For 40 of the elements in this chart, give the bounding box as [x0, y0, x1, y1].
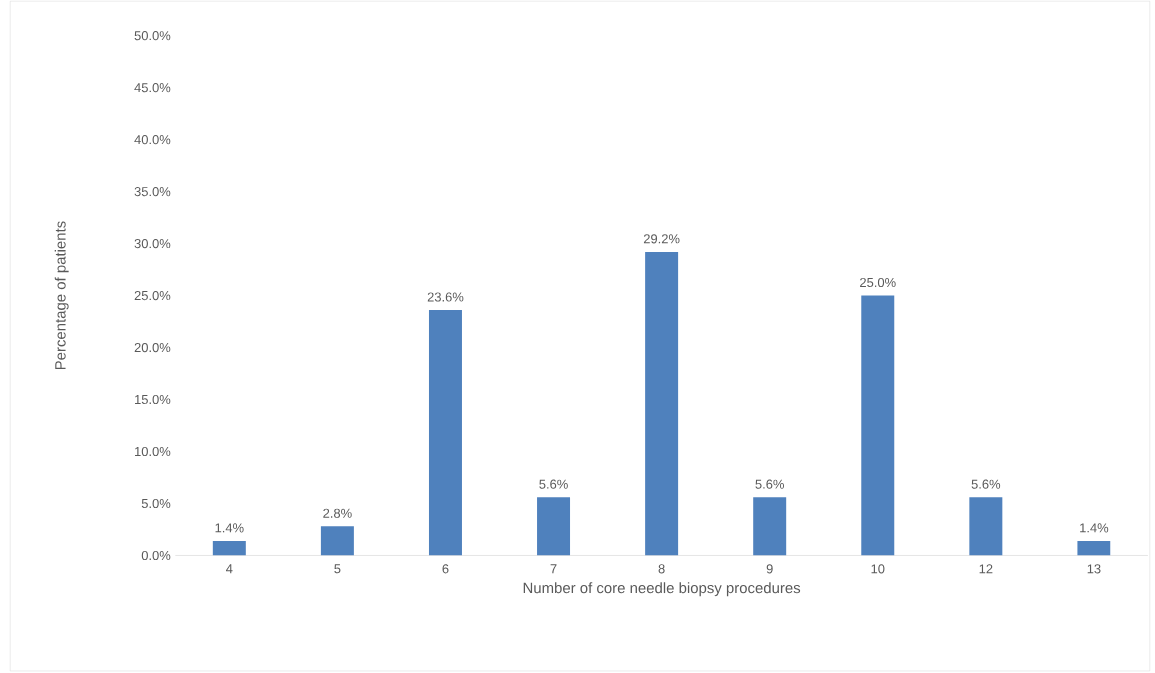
- bar: [1077, 540, 1111, 556]
- y-tick-label: 30.0%: [134, 238, 171, 249]
- y-tick-label: 10.0%: [135, 446, 171, 457]
- data-label: 1.4%: [1080, 523, 1109, 533]
- bar: [861, 295, 895, 556]
- bar: [428, 310, 462, 556]
- bar: [320, 526, 354, 556]
- y-tick-label: 20.0%: [134, 342, 171, 353]
- x-axis-title: Number of core needle biopsy procedures: [523, 582, 801, 597]
- bar: [537, 497, 571, 556]
- y-tick-label: 40.0%: [134, 134, 171, 145]
- y-tick-label: 50.0%: [134, 30, 171, 41]
- y-tick-label: 25.0%: [134, 290, 171, 301]
- y-axis-title: Percentage of patients: [54, 221, 69, 370]
- y-tick-label: 45.0%: [134, 82, 171, 93]
- y-tick-label: 0.0%: [141, 550, 171, 560]
- x-tick-label: 10: [871, 564, 885, 574]
- data-label: 5.6%: [971, 479, 1001, 489]
- data-label: 1.4%: [215, 523, 244, 533]
- bar: [645, 251, 679, 556]
- data-label: 23.6%: [427, 292, 464, 302]
- x-tick-label: 7: [550, 564, 557, 574]
- y-tick-label: 5.0%: [141, 498, 171, 508]
- bar: [212, 540, 246, 556]
- data-label: 2.8%: [323, 508, 352, 518]
- x-tick-label: 9: [766, 564, 773, 574]
- x-tick-label: 12: [979, 564, 993, 574]
- data-label: 29.2%: [643, 234, 680, 244]
- x-tick-label: 8: [658, 564, 665, 574]
- data-label: 25.0%: [860, 277, 896, 287]
- data-label: 5.6%: [755, 479, 784, 489]
- bar: [753, 497, 787, 556]
- x-tick-label: 13: [1087, 564, 1101, 574]
- bar: [969, 497, 1003, 556]
- x-tick-label: 4: [226, 564, 233, 574]
- x-tick-label: 5: [334, 564, 341, 574]
- x-tick-label: 6: [442, 564, 449, 574]
- data-label: 5.6%: [539, 479, 568, 489]
- y-tick-label: 35.0%: [134, 186, 171, 197]
- y-tick-label: 15.0%: [135, 394, 171, 405]
